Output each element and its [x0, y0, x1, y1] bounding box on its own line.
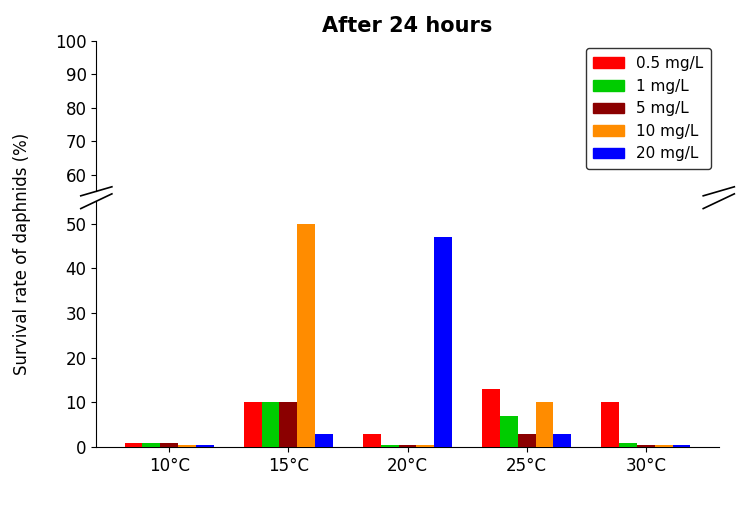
Bar — [673, 445, 691, 447]
Bar — [142, 372, 160, 375]
Bar — [518, 365, 536, 375]
Bar — [399, 445, 416, 447]
Bar — [179, 445, 196, 447]
Bar — [196, 445, 214, 447]
Bar — [619, 442, 637, 447]
Bar — [655, 374, 673, 375]
Bar — [160, 372, 179, 375]
Bar — [482, 389, 500, 447]
Text: Survival rate of daphnids (%): Survival rate of daphnids (%) — [13, 133, 31, 375]
Bar — [297, 208, 315, 375]
Bar — [279, 342, 297, 375]
Bar — [500, 352, 518, 375]
Bar — [637, 445, 655, 447]
Bar — [315, 434, 333, 447]
Bar — [179, 374, 196, 375]
Bar — [381, 374, 399, 375]
Bar — [244, 402, 262, 447]
Bar — [416, 445, 434, 447]
Bar — [279, 402, 297, 447]
Bar — [244, 342, 262, 375]
Bar — [601, 402, 619, 447]
Bar — [142, 442, 160, 447]
Bar — [536, 402, 554, 447]
Title: After 24 hours: After 24 hours — [322, 16, 493, 36]
Bar — [637, 374, 655, 375]
Bar — [482, 332, 500, 375]
Bar — [673, 374, 691, 375]
Bar — [434, 218, 452, 375]
Bar — [554, 365, 571, 375]
Bar — [297, 224, 315, 447]
Bar — [363, 365, 381, 375]
Bar — [518, 434, 536, 447]
Bar — [554, 434, 571, 447]
Bar — [381, 445, 399, 447]
Bar — [124, 442, 142, 447]
Bar — [262, 342, 279, 375]
Bar — [536, 342, 554, 375]
Bar — [196, 374, 214, 375]
Legend: 0.5 mg/L, 1 mg/L, 5 mg/L, 10 mg/L, 20 mg/L: 0.5 mg/L, 1 mg/L, 5 mg/L, 10 mg/L, 20 mg… — [586, 48, 711, 169]
Bar — [262, 402, 279, 447]
Bar — [619, 372, 637, 375]
Bar — [124, 372, 142, 375]
Bar — [315, 365, 333, 375]
Bar — [601, 342, 619, 375]
Bar — [416, 374, 434, 375]
Bar — [160, 442, 179, 447]
Bar — [434, 237, 452, 447]
Bar — [399, 374, 416, 375]
Bar — [363, 434, 381, 447]
Bar — [655, 445, 673, 447]
Bar — [500, 416, 518, 447]
